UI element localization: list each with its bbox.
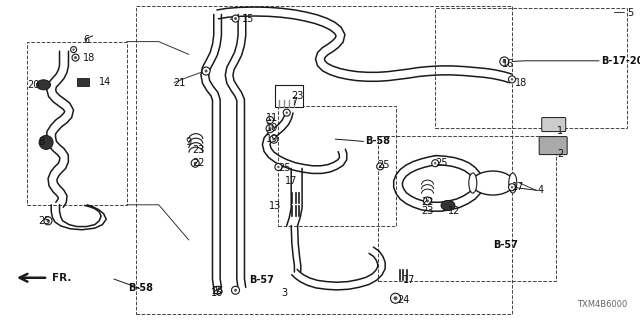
Text: 18: 18	[83, 52, 95, 63]
Text: 5: 5	[627, 8, 634, 18]
Text: 17: 17	[512, 182, 524, 192]
FancyBboxPatch shape	[541, 117, 566, 132]
Text: 11: 11	[266, 113, 278, 124]
Circle shape	[500, 57, 509, 66]
Circle shape	[269, 127, 271, 130]
Circle shape	[434, 162, 436, 164]
Circle shape	[509, 184, 515, 191]
Bar	[275, 85, 303, 107]
Circle shape	[72, 54, 79, 61]
Ellipse shape	[441, 200, 455, 211]
Bar	[278, 106, 396, 226]
Text: 6: 6	[83, 35, 90, 45]
Ellipse shape	[36, 80, 51, 90]
Text: 7: 7	[291, 97, 298, 108]
Circle shape	[39, 135, 53, 149]
Text: 21: 21	[173, 78, 185, 88]
Text: 1: 1	[557, 126, 563, 136]
Bar	[27, 42, 127, 205]
Text: 2: 2	[557, 148, 563, 159]
Text: 23: 23	[291, 91, 303, 101]
Circle shape	[277, 166, 280, 168]
Circle shape	[202, 67, 210, 75]
Circle shape	[432, 160, 438, 167]
Text: B-58: B-58	[365, 136, 390, 146]
Circle shape	[285, 111, 288, 114]
FancyBboxPatch shape	[539, 137, 567, 155]
Text: 12: 12	[448, 206, 460, 216]
Text: TXM4B6000: TXM4B6000	[577, 300, 627, 309]
Text: 16: 16	[502, 59, 515, 69]
Circle shape	[275, 164, 282, 171]
Circle shape	[284, 109, 290, 116]
Text: 14: 14	[99, 76, 111, 87]
Bar	[77, 77, 89, 85]
Text: 25: 25	[435, 158, 448, 168]
Text: 16: 16	[211, 288, 223, 298]
Circle shape	[394, 296, 397, 300]
Text: 25: 25	[211, 285, 224, 296]
Bar	[435, 8, 627, 128]
Text: 25: 25	[378, 160, 390, 170]
Circle shape	[44, 217, 52, 225]
Text: 20: 20	[27, 80, 39, 90]
Circle shape	[72, 48, 75, 51]
Circle shape	[390, 293, 401, 303]
Circle shape	[273, 138, 275, 141]
Circle shape	[47, 219, 49, 222]
Text: 13: 13	[269, 201, 281, 212]
Ellipse shape	[472, 171, 514, 195]
Circle shape	[426, 199, 429, 203]
Text: 22: 22	[421, 196, 434, 207]
Text: B-57: B-57	[250, 275, 275, 285]
Bar	[136, 6, 512, 314]
Text: 18: 18	[515, 78, 527, 88]
Text: 15: 15	[242, 14, 254, 24]
Text: FR.: FR.	[52, 273, 72, 283]
Text: 8: 8	[38, 137, 45, 148]
Circle shape	[266, 124, 274, 132]
Text: 19: 19	[266, 134, 278, 144]
Text: B-58: B-58	[128, 283, 153, 293]
Circle shape	[424, 197, 431, 205]
Circle shape	[214, 286, 221, 294]
Circle shape	[379, 165, 381, 168]
Bar	[378, 136, 556, 281]
Ellipse shape	[509, 173, 517, 193]
Circle shape	[377, 163, 383, 170]
Text: 17: 17	[285, 176, 297, 186]
Circle shape	[267, 116, 273, 124]
Circle shape	[216, 289, 219, 292]
Circle shape	[232, 286, 239, 294]
Circle shape	[70, 47, 77, 52]
Text: 22: 22	[192, 158, 205, 168]
Circle shape	[269, 119, 271, 121]
Text: 23: 23	[192, 145, 204, 156]
Text: 4: 4	[538, 185, 544, 196]
Circle shape	[74, 56, 77, 59]
Text: 17: 17	[403, 275, 415, 285]
Circle shape	[232, 15, 239, 22]
Text: 25: 25	[38, 216, 51, 226]
Text: 10: 10	[266, 123, 278, 133]
Text: B-17-20: B-17-20	[602, 56, 640, 66]
Text: B-57: B-57	[493, 240, 518, 250]
Circle shape	[511, 186, 513, 188]
Circle shape	[270, 135, 278, 143]
Text: 25: 25	[278, 163, 291, 173]
Circle shape	[234, 289, 237, 292]
Text: 24: 24	[397, 295, 409, 305]
Circle shape	[205, 69, 207, 73]
Circle shape	[502, 60, 506, 63]
Text: 23: 23	[421, 206, 433, 216]
Ellipse shape	[468, 173, 477, 193]
Text: 9: 9	[186, 137, 192, 148]
Circle shape	[511, 78, 513, 81]
Circle shape	[194, 162, 196, 165]
Circle shape	[509, 76, 515, 83]
Circle shape	[234, 17, 237, 20]
Text: 3: 3	[282, 288, 288, 298]
Circle shape	[191, 159, 199, 167]
